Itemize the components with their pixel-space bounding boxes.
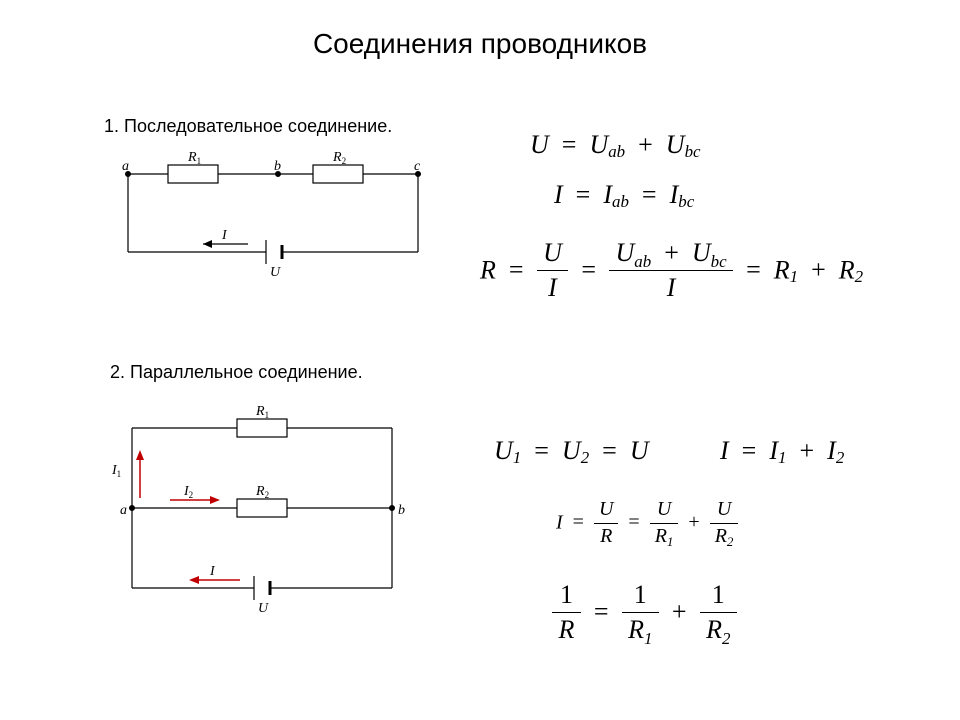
parallel-circuit-diagram: a b R1 R2 I1 I2 I U — [92, 398, 432, 628]
u-2-label: U — [258, 601, 269, 616]
r2-label: R2 — [332, 152, 346, 166]
eq-parallel-voltage: U1 = U2 = U — [494, 434, 649, 466]
r1-label: R1 — [187, 152, 201, 166]
eq-series-resistance: R = UI = Uab + Ubc I = R1 + R2 — [480, 238, 863, 303]
node-b-label: b — [274, 159, 281, 174]
eq-parallel-i-expand: I = UR = UR1 + UR2 — [556, 498, 738, 548]
node-a2-label: a — [120, 503, 127, 518]
series-circuit-diagram: a b c R1 R2 I U — [108, 152, 438, 282]
page-title: Соединения проводников — [0, 28, 960, 60]
eq-series-current: I = Iab = Ibc — [554, 178, 694, 210]
u-label: U — [270, 265, 281, 280]
node-c-label: c — [414, 159, 421, 174]
eq-series-voltage: U = Uab + Ubc — [530, 128, 701, 160]
i2-label: I2 — [183, 484, 193, 500]
r1-2-label: R1 — [255, 404, 269, 420]
node-b2-label: b — [398, 503, 405, 518]
section1-heading: 1. Последовательное соединение. — [104, 116, 392, 137]
i-2-label: I — [209, 564, 216, 579]
i-label: I — [221, 228, 228, 243]
r2-2-label: R2 — [255, 484, 269, 500]
eq-parallel-resistance: 1R = 1R1 + 1R2 — [552, 580, 737, 645]
i1-label: I1 — [111, 463, 121, 479]
eq-parallel-current: I = I1 + I2 — [720, 434, 844, 466]
section2-heading: 2. Параллельное соединение. — [110, 362, 363, 383]
node-a-label: a — [122, 159, 129, 174]
